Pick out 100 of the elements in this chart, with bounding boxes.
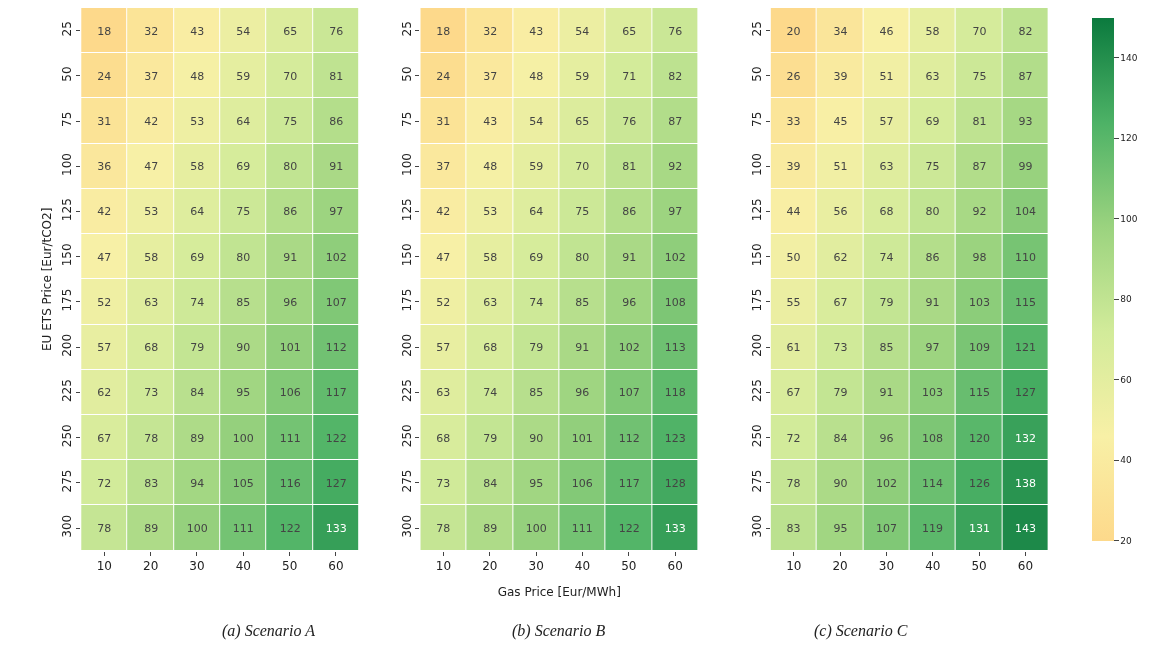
data-label: 57 [97,340,112,354]
data-label: 73 [833,340,848,354]
data-label: 76 [622,114,637,128]
data-label: 87 [972,159,987,173]
y-tick-label: 200 [60,333,75,357]
data-label: 74 [529,295,544,309]
x-tick-label: 20 [143,559,159,574]
data-label: 122 [618,521,640,535]
data-label: 108 [664,295,686,309]
y-tick-label: 175 [60,288,75,312]
x-tick-label: 20 [482,559,498,574]
x-tick-label: 30 [528,559,544,574]
data-label: 79 [833,385,848,399]
x-tick-label: 50 [621,559,637,574]
data-label: 75 [972,69,987,83]
data-label: 110 [1015,250,1037,264]
data-label: 58 [144,250,159,264]
data-label: 62 [833,250,848,264]
data-label: 58 [925,24,940,38]
data-label: 84 [483,476,498,490]
text: (b) Scenario B [512,622,606,640]
data-label: 18 [436,24,451,38]
data-label: 78 [436,521,451,535]
data-label: 131 [969,521,991,535]
data-label: 95 [529,476,544,490]
data-label: 89 [190,431,205,445]
data-label: 24 [97,69,112,83]
data-label: 80 [925,204,940,218]
data-label: 85 [529,385,544,399]
data-label: 111 [232,521,254,535]
x-tick-label: 40 [925,559,941,574]
x-tick-label: 30 [189,559,205,574]
y-tick-label: 150 [60,243,75,267]
data-label: 70 [575,159,590,173]
data-label: 89 [483,521,498,535]
data-label: 61 [786,340,801,354]
data-label: 112 [618,431,640,445]
data-label: 107 [876,521,898,535]
data-label: 64 [236,114,251,128]
x-tick-label: 20 [832,559,848,574]
data-label: 117 [618,476,640,490]
color-bar-label: 140 [1120,53,1138,64]
data-label: 74 [190,295,205,309]
data-label: 63 [144,295,159,309]
data-label: 75 [925,159,940,173]
y-tick-label: 250 [399,424,414,448]
data-label: 105 [232,476,254,490]
y-axis-title: EU ETS Price [Eur/tCO2] [39,207,54,351]
data-label: 115 [969,385,991,399]
data-label: 75 [236,204,251,218]
data-label: 98 [972,250,987,264]
data-label: 117 [325,385,347,399]
data-label: 90 [236,340,251,354]
y-tick-label: 250 [60,424,75,448]
data-label: 103 [922,385,944,399]
data-label: 78 [97,521,112,535]
data-label: 91 [879,385,894,399]
y-tick-label: 250 [749,424,764,448]
data-label: 76 [329,24,344,38]
data-label: 39 [833,69,848,83]
data-label: 71 [622,69,637,83]
data-label: 108 [922,431,944,445]
data-label: 86 [283,204,298,218]
data-label: 122 [279,521,301,535]
y-tick-label: 125 [399,198,414,222]
data-label: 26 [786,69,801,83]
y-tick-label: 100 [749,153,764,176]
data-label: 104 [1015,204,1037,218]
data-label: 69 [236,159,251,173]
data-label: 128 [664,476,686,490]
y-tick-label: 125 [60,198,75,222]
data-label: 97 [329,204,344,218]
text: (c) Scenario C [814,622,908,640]
data-label: 91 [329,159,344,173]
data-label: 37 [436,159,451,173]
data-label: 62 [97,385,112,399]
data-label: 106 [279,385,301,399]
data-label: 86 [925,250,940,264]
data-label: 44 [786,204,801,218]
data-label: 53 [144,204,159,218]
data-label: 43 [190,24,205,38]
data-label: 96 [879,431,894,445]
y-tick-label: 300 [399,514,414,538]
data-label: 68 [436,431,451,445]
data-label: 92 [972,204,987,218]
y-tick-label: 75 [749,111,764,127]
data-label: 133 [664,521,686,535]
x-tick-label: 50 [971,559,987,574]
x-tick-label: 60 [667,559,683,574]
data-label: 97 [668,204,683,218]
data-label: 37 [144,69,159,83]
y-tick-label: 100 [399,153,414,176]
data-label: 45 [833,114,848,128]
data-label: 58 [190,159,205,173]
data-label: 68 [144,340,159,354]
data-label: 65 [283,24,298,38]
data-label: 92 [668,159,683,173]
data-label: 58 [483,250,498,264]
data-label: 24 [436,69,451,83]
data-label: 122 [325,431,347,445]
